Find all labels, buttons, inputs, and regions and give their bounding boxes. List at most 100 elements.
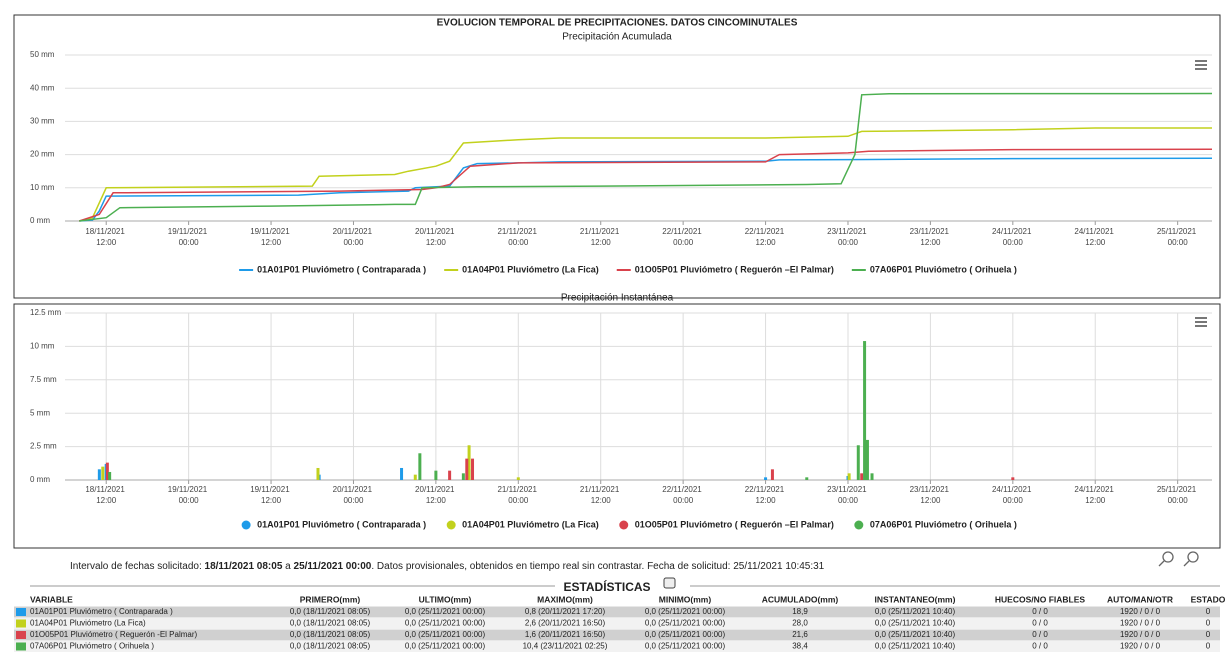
table-cell: 1920 / 0 / 0: [1120, 619, 1161, 628]
data-line: [79, 157, 1213, 222]
menu-icon[interactable]: [1195, 60, 1207, 70]
y-tick-label: 10 mm: [30, 342, 55, 351]
legend: 01A01P01 Pluviómetro ( Contraparada ) 01A…: [239, 264, 1017, 274]
bar: [805, 477, 809, 480]
info-start: 18/11/2021 08:05: [205, 561, 283, 572]
chart-frame: [13, 14, 1221, 299]
bar: [316, 467, 320, 480]
y-tick-label: 0 mm: [30, 475, 50, 484]
x-tick-label: 22/11/2021 00:00: [662, 227, 704, 247]
color-swatch: [16, 642, 26, 651]
x-tick-label: 20/11/2021 00:00: [333, 227, 375, 247]
column-header: PRIMERO(mm): [300, 594, 361, 604]
table-cell: 0,0 (25/11/2021 00:00): [405, 607, 486, 616]
bar: [467, 445, 471, 480]
data-line: [79, 127, 1212, 222]
x-tick-label: 23/11/2021 00:00: [827, 227, 869, 247]
column-header: ESTADO: [1191, 594, 1226, 604]
table-cell: 01O05P01 Pluviómetro ( Reguerón -El Palm…: [30, 630, 198, 639]
x-tick-label: 19/11/2021 00:00: [168, 227, 210, 247]
y-tick-label: 20 mm: [30, 150, 55, 159]
info-label: Intervalo de fechas solicitado:: [70, 561, 202, 572]
page-title: EVOLUCION TEMPORAL DE PRECIPITACIONES. D…: [437, 18, 798, 29]
y-tick-label: 50 mm: [30, 50, 55, 59]
zoom-in-button[interactable]: [1158, 551, 1174, 567]
bar: [400, 467, 404, 480]
table-cell: 07A06P01 Pluviómetro ( Orihuela ): [30, 642, 154, 651]
table-cell: 0,0 (25/11/2021 10:40): [875, 607, 956, 616]
y-tick-label: 0 mm: [30, 216, 50, 225]
bar: [471, 458, 475, 480]
table-cell: 0: [1206, 630, 1211, 639]
bar: [865, 439, 869, 480]
legend-label: 01A01P01 Pluviómetro ( Contraparada ): [257, 264, 426, 274]
table-cell: 0,0 (18/11/2021 08:05): [290, 607, 371, 616]
x-tick-label: 25/11/2021 00:00: [1157, 485, 1199, 505]
info-end: 25/11/2021 00:00: [294, 561, 372, 572]
info-note: . Datos provisionales, obtenidos en tiem…: [371, 561, 824, 572]
column-header: INSTANTANEO(mm): [875, 594, 956, 604]
x-tick-label: 21/11/2021 00:00: [497, 485, 539, 505]
bar: [770, 469, 774, 480]
bar: [413, 474, 417, 480]
bar: [516, 477, 520, 480]
table-row: [14, 606, 1220, 618]
legend-label: 01A04P01 Pluviómetro (La Fica): [462, 264, 599, 274]
table-cell: 1920 / 0 / 0: [1120, 607, 1161, 616]
table-cell: 0 / 0: [1032, 630, 1048, 639]
menu-icon[interactable]: [1195, 317, 1207, 327]
bar: [101, 466, 105, 480]
table-cell: 01A01P01 Pluviómetro ( Contraparada ): [30, 607, 173, 616]
bar: [105, 462, 109, 480]
table-cell: 0,0 (18/11/2021 08:05): [290, 619, 371, 628]
table-cell: 1920 / 0 / 0: [1120, 630, 1161, 639]
x-tick-label: 20/11/2021 12:00: [415, 485, 457, 505]
table-cell: 0,0 (25/11/2021 10:40): [875, 619, 956, 628]
bar: [418, 453, 422, 480]
legend-label: 01A01P01 Pluviómetro ( Contraparada ): [257, 519, 426, 529]
table-cell: 0,0 (25/11/2021 00:00): [645, 642, 726, 651]
table-cell: 0: [1206, 619, 1211, 628]
table-cell: 18,9: [792, 607, 808, 616]
x-tick-label: 20/11/2021 00:00: [333, 485, 375, 505]
y-tick-label: 40 mm: [30, 83, 55, 92]
bar: [108, 471, 112, 480]
stats-toggle[interactable]: [663, 577, 676, 589]
table-cell: 0 / 0: [1032, 619, 1048, 628]
legend-marker: [619, 520, 629, 530]
column-header: ULTIMO(mm): [419, 594, 472, 604]
table-cell: 0,0 (25/11/2021 00:00): [645, 619, 726, 628]
chart-subtitle: Precipitación Instantánea: [561, 293, 674, 304]
y-tick-label: 7.5 mm: [30, 375, 57, 384]
legend-marker: [854, 520, 864, 530]
x-tick-label: 24/11/2021 12:00: [1074, 227, 1116, 247]
y-tick-label: 5 mm: [30, 408, 50, 417]
x-tick-label: 21/11/2021 00:00: [497, 227, 539, 247]
column-header: MAXIMO(mm): [537, 594, 593, 604]
table-row: [14, 641, 1220, 652]
bar: [863, 341, 867, 480]
table-cell: 28,0: [792, 619, 808, 628]
x-tick-label: 19/11/2021 12:00: [250, 227, 292, 247]
table-cell: 0,0 (25/11/2021 00:00): [645, 607, 726, 616]
y-tick-label: 2.5 mm: [30, 442, 57, 451]
table-row: [14, 618, 1220, 629]
column-header: MINIMO(mm): [659, 594, 712, 604]
column-header: HUECOS/NO FIABLES: [995, 594, 1086, 604]
table-cell: 10,4 (23/11/2021 02:25): [523, 642, 608, 651]
column-header: VARIABLE: [30, 594, 73, 604]
table-cell: 0,0 (25/11/2021 10:40): [875, 630, 956, 639]
color-swatch: [16, 608, 26, 616]
x-tick-label: 18/11/2021 12:00: [85, 485, 127, 505]
x-tick-label: 23/11/2021 00:00: [827, 485, 869, 505]
bar: [97, 469, 101, 480]
table-row: [14, 629, 1220, 641]
y-tick-label: 12.5 mm: [30, 308, 61, 317]
zoom-out-button[interactable]: [1183, 551, 1199, 567]
x-tick-label: 21/11/2021 12:00: [580, 227, 622, 247]
color-swatch: [16, 631, 26, 639]
legend-label: 07A06P01 Pluviómetro ( Orihuela ): [870, 519, 1017, 529]
table-cell: 0: [1206, 642, 1211, 651]
